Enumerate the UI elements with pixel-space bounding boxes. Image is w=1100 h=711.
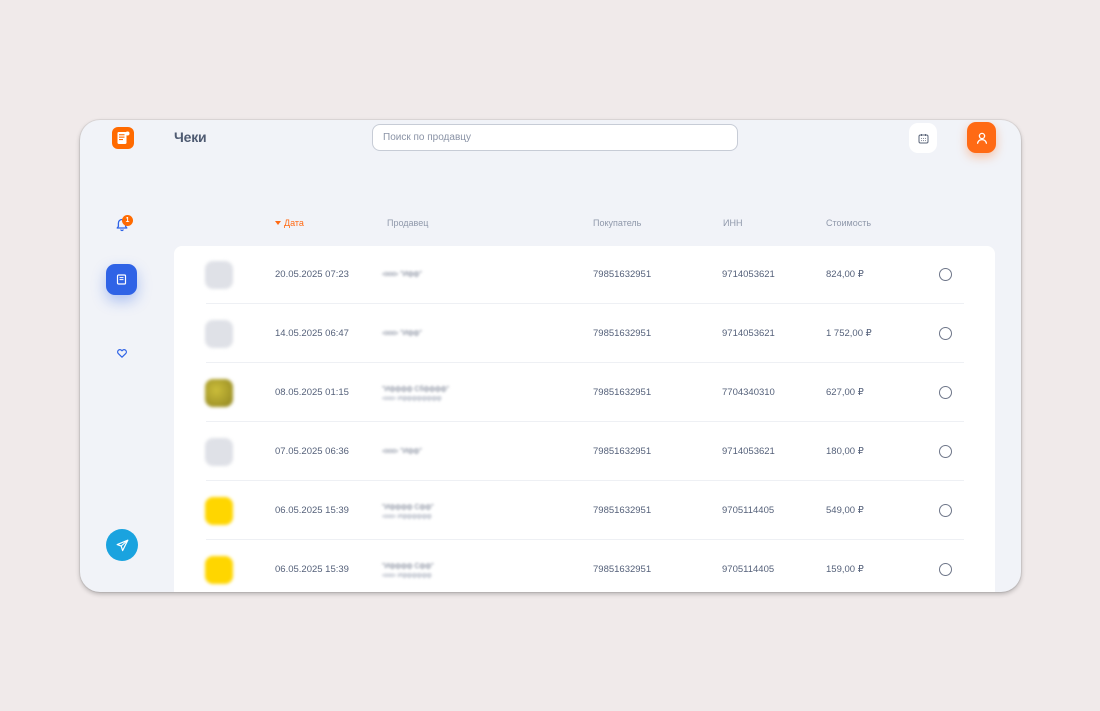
column-date-label: Дата xyxy=(284,218,304,228)
sidebar-item-favorites[interactable] xyxy=(115,346,129,360)
sidebar-item-receipts[interactable] xyxy=(106,264,137,295)
paper-plane-icon xyxy=(116,539,128,551)
row-select-radio[interactable] xyxy=(939,268,952,281)
seller-avatar xyxy=(205,497,233,525)
row-select-radio[interactable] xyxy=(939,504,952,517)
row-cost: 159,00 ₽ xyxy=(826,564,864,575)
heart-icon xyxy=(117,348,127,358)
row-date: 14.05.2025 06:47 xyxy=(275,328,349,339)
row-seller-name: "Ифффф Сбфффф" xyxy=(382,386,450,393)
row-date: 06.05.2025 15:39 xyxy=(275,564,349,575)
column-buyer[interactable]: Покупатель xyxy=(593,218,642,228)
row-select-radio[interactable] xyxy=(939,386,952,399)
user-icon xyxy=(976,132,987,144)
row-seller: "Ифффф Сфф" ‹ооо› Ифффффф xyxy=(382,563,434,579)
receipt-icon xyxy=(116,274,127,285)
receipts-table: 20.05.2025 07:23 ‹ооо› "Ифф" 79851632951… xyxy=(174,246,995,592)
table-row[interactable]: 08.05.2025 01:15 "Ифффф Сбфффф" ‹ооо› Иф… xyxy=(174,364,995,422)
row-cost: 824,00 ₽ xyxy=(826,269,864,280)
seller-avatar xyxy=(205,556,233,584)
row-date: 07.05.2025 06:36 xyxy=(275,446,349,457)
row-select-radio[interactable] xyxy=(939,563,952,576)
row-seller: ‹ооо› "Ифф" xyxy=(382,448,422,455)
telegram-button[interactable] xyxy=(106,529,138,561)
row-buyer: 79851632951 xyxy=(593,505,652,516)
row-date: 08.05.2025 01:15 xyxy=(275,387,349,398)
column-seller[interactable]: Продавец xyxy=(387,218,429,228)
row-seller-name: ‹ооо› "Ифф" xyxy=(382,271,422,278)
row-select-radio[interactable] xyxy=(939,327,952,340)
row-seller-legal: ‹ооо› Ифффффф xyxy=(382,514,432,520)
calendar-button[interactable] xyxy=(909,123,937,153)
row-date: 20.05.2025 07:23 xyxy=(275,269,349,280)
row-buyer: 79851632951 xyxy=(593,564,652,575)
row-cost: 180,00 ₽ xyxy=(826,446,864,457)
row-inn: 9705114405 xyxy=(722,505,775,516)
app-window: Чеки 1 xyxy=(80,120,1021,592)
table-row[interactable]: 20.05.2025 07:23 ‹ооо› "Ифф" 79851632951… xyxy=(174,246,995,304)
search-input[interactable] xyxy=(372,124,738,151)
sort-desc-icon xyxy=(275,221,281,225)
row-inn: 9714053621 xyxy=(722,446,775,457)
app-logo[interactable] xyxy=(112,127,134,149)
row-divider xyxy=(206,362,964,363)
row-inn: 9714053621 xyxy=(722,269,775,280)
notification-badge: 1 xyxy=(122,215,133,226)
row-cost: 627,00 ₽ xyxy=(826,387,864,398)
table-row[interactable]: 06.05.2025 15:39 "Ифффф Сфф" ‹ооо› Ифффф… xyxy=(174,482,995,540)
row-divider xyxy=(206,480,964,481)
row-buyer: 79851632951 xyxy=(593,387,652,398)
column-date[interactable]: Дата xyxy=(275,218,304,228)
calendar-icon xyxy=(918,133,928,143)
row-inn: 7704340310 xyxy=(722,387,775,398)
row-seller: ‹ооо› "Ифф" xyxy=(382,330,422,337)
row-buyer: 79851632951 xyxy=(593,269,652,280)
table-row[interactable]: 07.05.2025 06:36 ‹ооо› "Ифф" 79851632951… xyxy=(174,423,995,481)
seller-avatar xyxy=(205,261,233,289)
row-seller-legal: ‹ооо› Ифффффффф xyxy=(382,396,442,402)
seller-avatar xyxy=(205,379,233,407)
table-row[interactable]: 06.05.2025 15:39 "Ифффф Сфф" ‹ооо› Ифффф… xyxy=(174,541,995,592)
row-seller-name: "Ифффф Сфф" xyxy=(382,563,434,570)
profile-button[interactable] xyxy=(967,122,996,153)
seller-avatar xyxy=(205,320,233,348)
row-seller: "Ифффф Сбфффф" ‹ооо› Ифффффффф xyxy=(382,386,449,402)
row-seller-name: "Ифффф Сфф" xyxy=(382,504,434,511)
table-header: Дата Продавец Покупатель ИНН Стоимость xyxy=(80,218,1021,232)
row-date: 06.05.2025 15:39 xyxy=(275,505,349,516)
row-divider xyxy=(206,303,964,304)
row-seller-name: ‹ооо› "Ифф" xyxy=(382,448,422,455)
row-seller-legal: ‹ооо› Ифффффф xyxy=(382,573,432,579)
receipt-logo-icon xyxy=(117,131,130,144)
row-divider xyxy=(206,421,964,422)
row-seller: ‹ооо› "Ифф" xyxy=(382,271,422,278)
row-buyer: 79851632951 xyxy=(593,446,652,457)
column-inn[interactable]: ИНН xyxy=(723,218,743,228)
row-select-radio[interactable] xyxy=(939,445,952,458)
row-inn: 9705114405 xyxy=(722,564,775,575)
row-buyer: 79851632951 xyxy=(593,328,652,339)
row-seller-name: ‹ооо› "Ифф" xyxy=(382,330,422,337)
row-cost: 1 752,00 ₽ xyxy=(826,328,872,339)
row-seller: "Ифффф Сфф" ‹ооо› Ифффффф xyxy=(382,504,434,520)
row-divider xyxy=(206,539,964,540)
column-cost[interactable]: Стоимость xyxy=(826,218,872,228)
row-cost: 549,00 ₽ xyxy=(826,505,864,516)
page-title: Чеки xyxy=(174,129,207,145)
seller-avatar xyxy=(205,438,233,466)
row-inn: 9714053621 xyxy=(722,328,775,339)
table-row[interactable]: 14.05.2025 06:47 ‹ооо› "Ифф" 79851632951… xyxy=(174,305,995,363)
